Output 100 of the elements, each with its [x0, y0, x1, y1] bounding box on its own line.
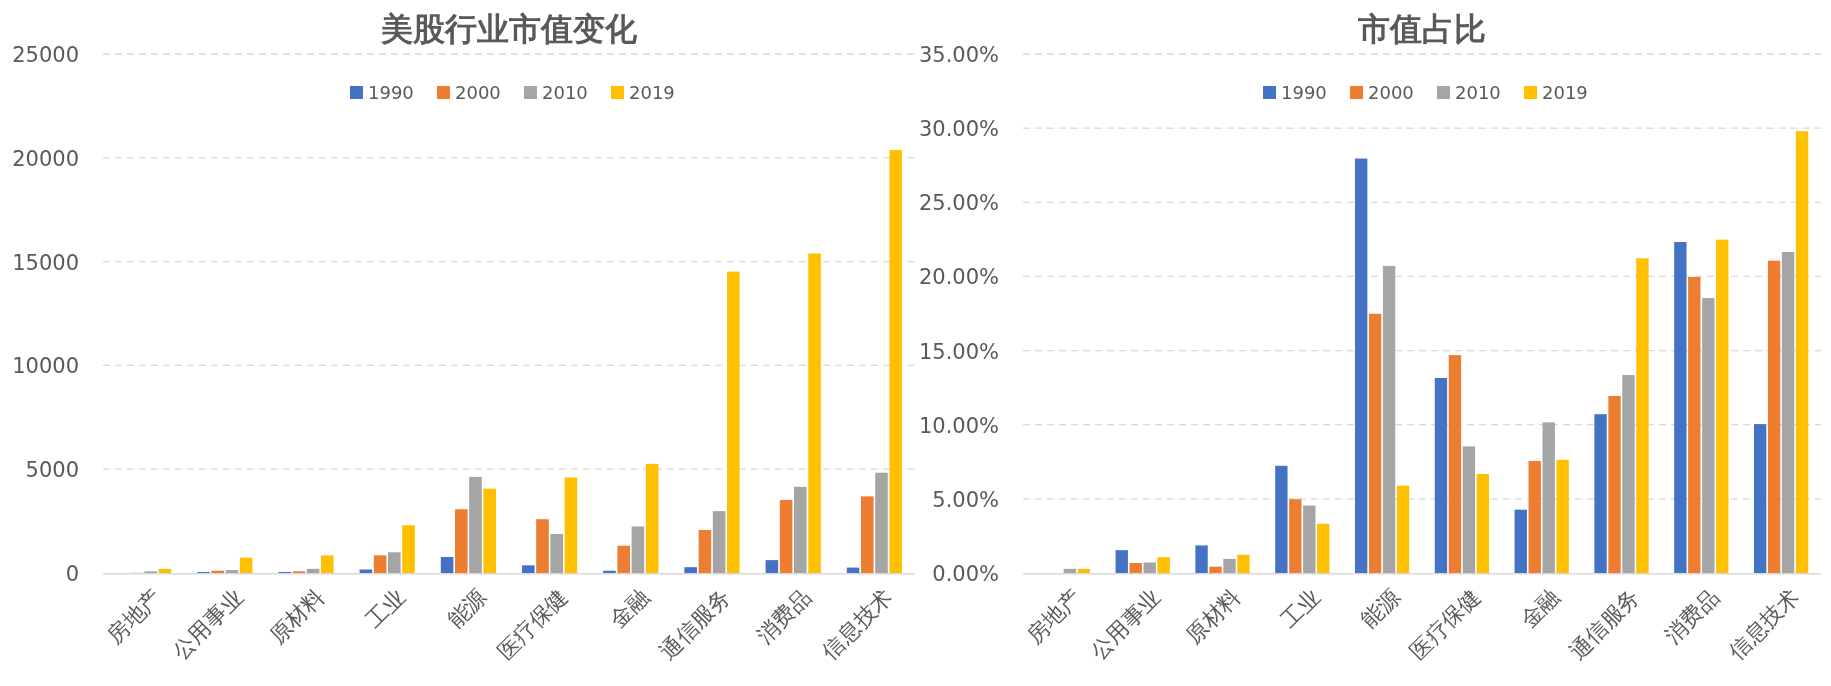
bar [1382, 265, 1396, 573]
bar [211, 570, 224, 573]
bar [1303, 505, 1316, 573]
x-tick-label: 能源 [442, 584, 492, 633]
bar [684, 567, 697, 573]
x-tick-label: 医疗保健 [492, 584, 573, 665]
bar [1396, 485, 1410, 573]
legend-label: 2000 [1368, 82, 1414, 103]
x-tick-label: 房地产 [102, 584, 167, 649]
bar [1674, 242, 1687, 573]
y-tick-label: 30.00% [918, 117, 999, 142]
bar [158, 568, 172, 573]
bar [373, 555, 387, 573]
legend-label: 1990 [368, 82, 414, 103]
bar [794, 486, 807, 573]
x-tick-label: 通信服务 [654, 584, 735, 665]
y-tick-label: 15.00% [918, 339, 999, 364]
bar [1063, 568, 1077, 573]
legend-label: 2019 [629, 82, 675, 103]
bar [1594, 414, 1607, 573]
chart-title: 美股行业市值变化 [380, 10, 638, 48]
bar [536, 519, 549, 573]
y-tick-label: 10.00% [918, 413, 999, 438]
bar [239, 557, 253, 573]
bar [550, 533, 563, 573]
bar [631, 526, 645, 573]
bar [1143, 562, 1156, 573]
bar [1115, 550, 1128, 573]
y-tick-label: 20000 [12, 146, 79, 171]
bar [1753, 424, 1767, 573]
x-tick-label: 金融 [1515, 584, 1565, 633]
y-tick-label: 20.00% [918, 265, 999, 290]
bar [1129, 563, 1142, 573]
x-tick-label: 消费品 [751, 584, 817, 649]
y-tick-label: 35.00% [918, 43, 999, 67]
bar [1636, 258, 1649, 573]
x-tick-label: 工业 [361, 584, 411, 633]
chart-title: 市值占比 [1357, 10, 1486, 48]
bar [1434, 378, 1448, 573]
bar [388, 552, 401, 573]
bar [1289, 499, 1302, 573]
x-tick-label: 原材料 [1181, 584, 1246, 649]
bar [455, 509, 468, 573]
bar [1448, 355, 1462, 573]
y-tick-label: 10000 [12, 354, 79, 379]
y-tick-label: 25.00% [918, 191, 999, 216]
bar [1157, 557, 1170, 573]
x-tick-label: 原材料 [264, 584, 329, 649]
bar [1622, 375, 1635, 573]
y-tick-label: 0.00% [932, 562, 999, 586]
bar [1514, 509, 1527, 573]
x-tick-label: 消费品 [1659, 584, 1725, 649]
bar [698, 530, 712, 573]
legend-label: 2000 [455, 82, 501, 103]
bar [1209, 566, 1222, 573]
bar [1077, 568, 1091, 573]
bar [564, 477, 578, 573]
bar [1476, 473, 1490, 573]
bar [1556, 459, 1569, 573]
legend-label: 2010 [1455, 82, 1501, 103]
bar [1702, 298, 1715, 573]
x-tick-label: 医疗保健 [1404, 584, 1485, 665]
bar [521, 565, 535, 573]
x-tick-label: 信息技术 [1724, 584, 1804, 665]
x-tick-label: 公用事业 [167, 584, 248, 665]
bar [1368, 313, 1382, 573]
bar [469, 476, 482, 573]
bar [483, 488, 497, 573]
bar [875, 472, 888, 573]
bar [765, 560, 779, 573]
bar [1275, 465, 1288, 573]
y-tick-label: 5.00% [932, 487, 999, 512]
bar [359, 569, 373, 573]
y-tick-label: 5000 [25, 458, 79, 483]
bar [402, 525, 415, 573]
bar [727, 271, 740, 573]
bar [1237, 554, 1250, 573]
bar [1688, 277, 1701, 573]
bar [1462, 446, 1476, 573]
x-tick-label: 房地产 [1021, 584, 1086, 649]
bar [712, 511, 726, 573]
x-tick-label: 公用事业 [1085, 584, 1166, 665]
bar [889, 150, 903, 573]
x-tick-label: 能源 [1356, 584, 1405, 633]
bar [808, 253, 821, 573]
bar [861, 496, 874, 573]
bar [225, 570, 239, 573]
y-tick-label: 25000 [12, 43, 79, 67]
bar [306, 568, 320, 573]
x-tick-label: 工业 [1276, 584, 1326, 633]
bar [1354, 158, 1368, 573]
y-tick-label: 0 [65, 562, 79, 586]
bar [617, 545, 630, 573]
bar [1795, 131, 1809, 573]
bar [1716, 239, 1729, 573]
bar [603, 570, 616, 573]
legend-label: 1990 [1281, 82, 1327, 103]
bar [1223, 558, 1236, 573]
bar [1767, 260, 1781, 573]
y-tick-label: 15000 [12, 250, 79, 275]
